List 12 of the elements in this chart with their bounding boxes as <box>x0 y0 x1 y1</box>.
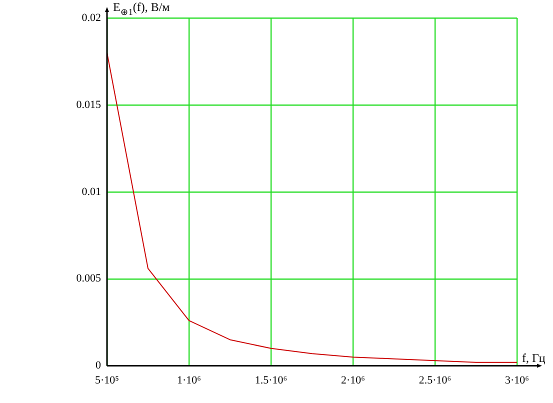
x-tick-label: 1.5·10⁶ <box>254 374 288 386</box>
x-axis-title: f, Гц <box>522 350 546 365</box>
x-tick-label: 5·10⁵ <box>95 374 120 386</box>
x-tick-label: 2.5·10⁶ <box>418 374 452 386</box>
y-tick-label: 0.015 <box>76 98 102 111</box>
y-tick-label: 0 <box>96 360 102 372</box>
y-tick-label: 0.005 <box>76 272 102 285</box>
x-tick-label: 3·10⁶ <box>505 374 530 386</box>
x-tick-label: 2·10⁶ <box>341 374 366 386</box>
y-tick-label: 0.01 <box>82 186 101 198</box>
y-tick-label: 0.02 <box>82 12 101 24</box>
x-tick-label: 1·10⁶ <box>177 374 202 386</box>
